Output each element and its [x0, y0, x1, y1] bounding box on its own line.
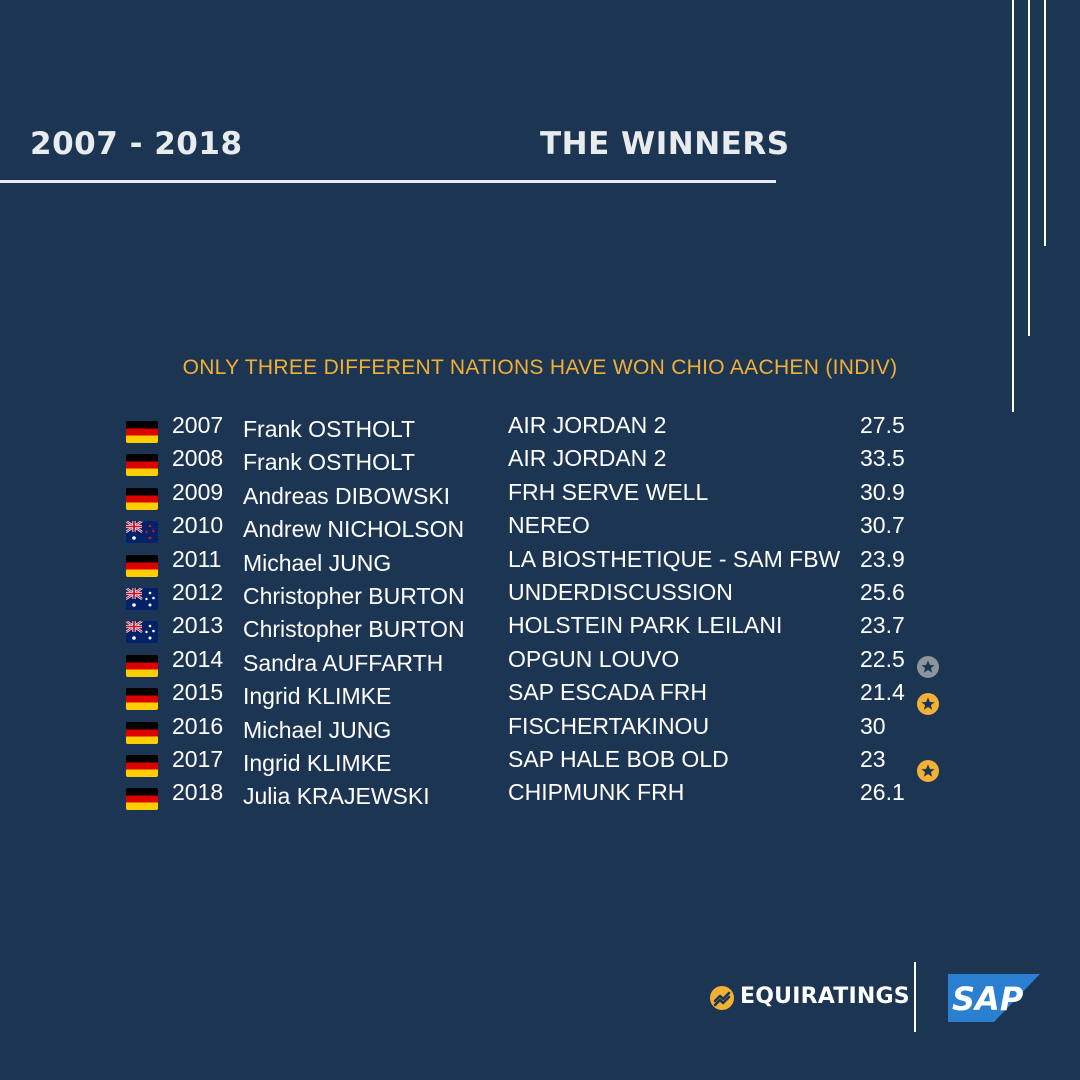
- rider-cell: Frank OSTHOLT: [243, 449, 416, 476]
- score-cell: 21.4: [860, 679, 905, 706]
- score-cell: 26.1: [860, 779, 905, 806]
- equiratings-logo-text: EQUIRATINGS: [740, 984, 910, 1009]
- score-cell: 27.5: [860, 412, 905, 438]
- page-title: THE WINNERS: [540, 126, 790, 162]
- horse-cell: UNDERDISCUSSION: [508, 579, 733, 605]
- decorative-line: [1012, 0, 1014, 412]
- year-cell: 2018: [172, 779, 224, 806]
- australia-flag-icon: [126, 621, 158, 644]
- year-cell: 2017: [172, 746, 224, 772]
- year-cell: 2008: [172, 445, 224, 472]
- logo-divider: [914, 962, 916, 1032]
- year-cell: 2015: [172, 679, 224, 706]
- score-cell: 30.7: [860, 512, 905, 539]
- horse-cell: AIR JORDAN 2: [508, 412, 667, 438]
- score-cell: 25.6: [860, 579, 905, 605]
- sap-logo-text: SAP: [952, 980, 1024, 1018]
- germany-flag-icon: [126, 788, 158, 811]
- silver-star-icon: [917, 655, 939, 678]
- germany-flag-icon: [126, 688, 158, 711]
- table-row: 2017 Ingrid KLIMKE SAP HALE BOB OLD 23: [0, 744, 1080, 782]
- rider-cell: Ingrid KLIMKE: [243, 750, 392, 776]
- horse-cell: HOLSTEIN PARK LEILANI: [508, 612, 783, 639]
- rider-cell: Christopher BURTON: [243, 616, 465, 643]
- table-row: 2014 Sandra AUFFARTH OPGUN LOUVO 22.5: [0, 644, 1080, 678]
- table-row: 2012 Christopher BURTON UNDERDISCUSSION 25.…: [0, 577, 1080, 611]
- score-cell: 23: [860, 746, 886, 772]
- rider-cell: Ingrid KLIMKE: [243, 683, 392, 710]
- germany-flag-icon: [126, 755, 158, 777]
- germany-flag-icon: [126, 554, 158, 577]
- year-cell: 2014: [172, 645, 224, 672]
- germany-flag-icon: [126, 487, 158, 510]
- germany-flag-icon: [126, 421, 158, 443]
- decorative-line: [1044, 0, 1046, 246]
- table-row: 2016 Michael JUNG FISCHERTAKINOU 30: [0, 711, 1080, 745]
- year-cell: 2016: [172, 712, 224, 739]
- subtitle: ONLY THREE DIFFERENT NATIONS HAVE WON CH…: [182, 356, 898, 379]
- score-cell: 22.5: [860, 645, 905, 672]
- year-cell: 2007: [172, 412, 224, 438]
- rider-cell: Michael JUNG: [243, 549, 392, 576]
- germany-flag-icon: [126, 654, 158, 677]
- year-cell: 2009: [172, 478, 224, 505]
- rider-cell: Michael JUNG: [243, 716, 392, 743]
- horse-cell: NEREO: [508, 512, 590, 539]
- horse-cell: SAP ESCADA FRH: [508, 679, 707, 706]
- gold-star-icon: [917, 693, 939, 716]
- horse-cell: LA BIOSTHETIQUE - SAM FBW: [508, 545, 841, 572]
- rider-cell: Christopher BURTON: [243, 583, 465, 609]
- equiratings-logo-icon: [710, 986, 734, 1010]
- table-row: 2007 Frank OSTHOLT AIR JORDAN 2 27.5: [0, 410, 1080, 444]
- horse-cell: AIR JORDAN 2: [508, 445, 667, 472]
- table-row: 2008 Frank OSTHOLT AIR JORDAN 2 33.5: [0, 443, 1080, 477]
- rider-cell: Frank OSTHOLT: [243, 416, 416, 442]
- year-cell: 2013: [172, 612, 224, 639]
- rider-cell: Andreas DIBOWSKI: [243, 482, 451, 509]
- table-row: 2011 Michael JUNG LA BIOSTHETIQUE - SAM FB…: [0, 544, 1080, 578]
- score-cell: 23.7: [860, 612, 905, 639]
- table-row: 2018 Julia KRAJEWSKI CHIPMUNK FRH 26.1: [0, 777, 1080, 811]
- horse-cell: FRH SERVE WELL: [508, 478, 709, 505]
- decorative-line: [1028, 0, 1030, 336]
- rider-cell: Sandra AUFFARTH: [243, 649, 444, 676]
- table-row: 2010 Andrew NICHOLSON NEREO 30.7: [0, 510, 1080, 544]
- table-row: 2013 Christopher BURTON HOLSTEIN PARK LEIL…: [0, 610, 1080, 644]
- year-cell: 2012: [172, 579, 224, 605]
- gold-star-icon: [917, 760, 939, 782]
- year-cell: 2010: [172, 512, 224, 539]
- horse-cell: SAP HALE BOB OLD: [508, 746, 729, 772]
- year-range-heading: 2007 - 2018: [30, 126, 243, 162]
- horse-cell: OPGUN LOUVO: [508, 645, 680, 672]
- table-row: 2009 Andreas DIBOWSKI FRH SERVE WELL 30.9: [0, 477, 1080, 511]
- table-row: 2015 Ingrid KLIMKE SAP ESCADA FRH 21.4: [0, 677, 1080, 716]
- germany-flag-icon: [126, 454, 158, 477]
- sap-logo: SAP: [948, 974, 1040, 1022]
- year-cell: 2011: [172, 545, 222, 572]
- score-cell: 23.9: [860, 545, 905, 572]
- new-zealand-flag-icon: [126, 521, 158, 544]
- score-cell: 30: [860, 712, 886, 739]
- australia-flag-icon: [126, 588, 158, 610]
- score-cell: 30.9: [860, 478, 905, 505]
- horse-cell: FISCHERTAKINOU: [508, 712, 710, 739]
- score-cell: 33.5: [860, 445, 905, 472]
- rider-cell: Julia KRAJEWSKI: [243, 783, 430, 810]
- germany-flag-icon: [126, 721, 158, 744]
- header-divider: [0, 180, 776, 183]
- rider-cell: Andrew NICHOLSON: [243, 516, 465, 543]
- horse-cell: CHIPMUNK FRH: [508, 779, 685, 806]
